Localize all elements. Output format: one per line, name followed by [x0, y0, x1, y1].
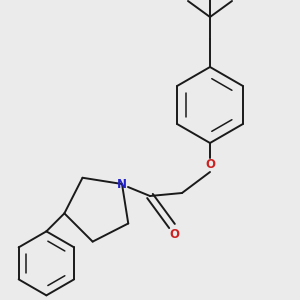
Text: N: N [117, 178, 127, 190]
Text: O: O [169, 227, 179, 241]
Text: O: O [205, 158, 215, 172]
